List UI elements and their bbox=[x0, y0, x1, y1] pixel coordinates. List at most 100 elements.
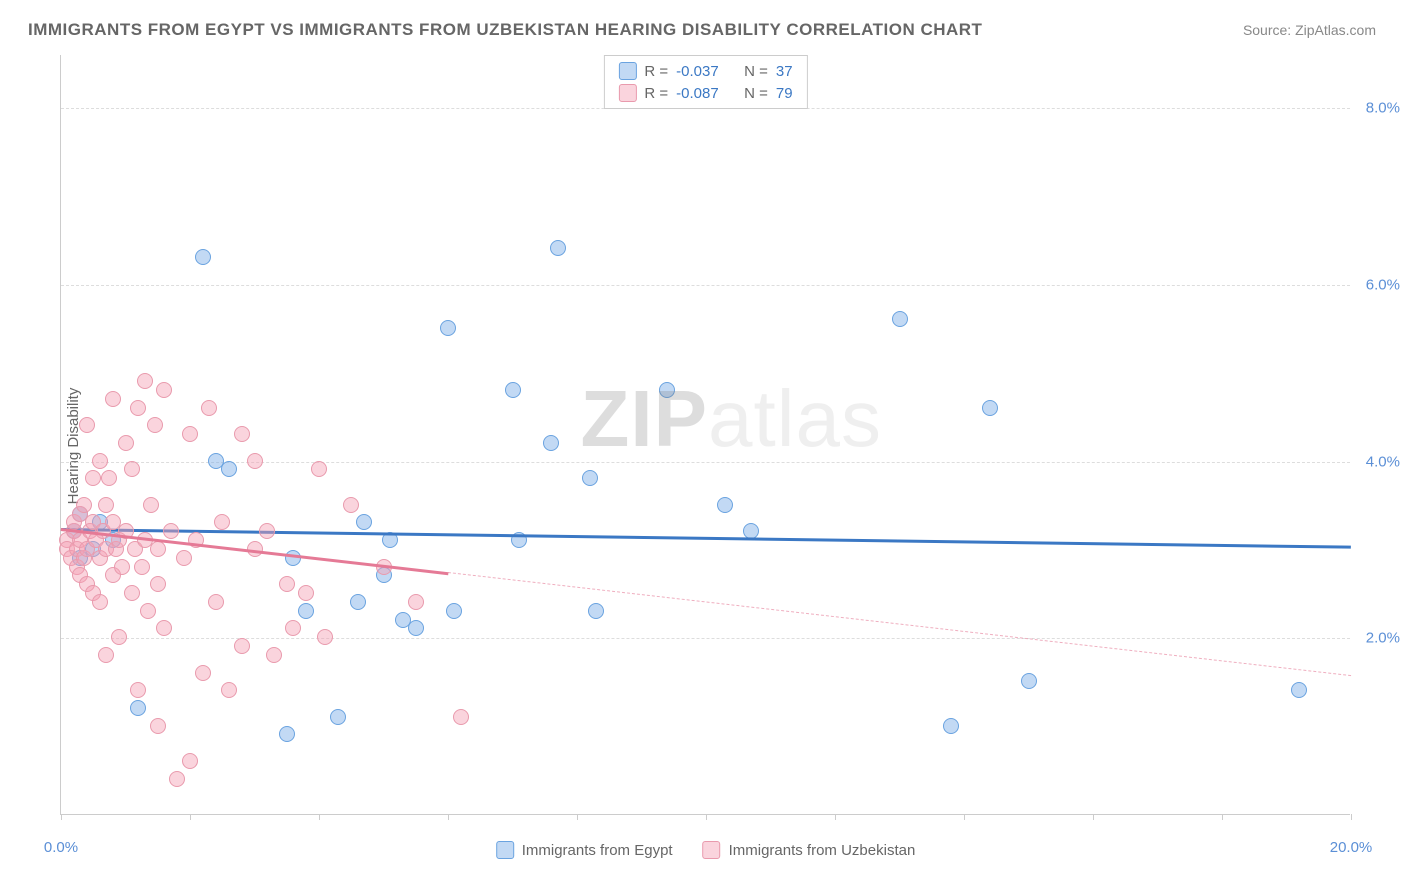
data-point-uzbekistan bbox=[150, 541, 166, 557]
data-point-uzbekistan bbox=[285, 620, 301, 636]
x-tick-mark bbox=[61, 814, 62, 820]
n-label: N = bbox=[744, 63, 768, 80]
data-point-egypt bbox=[356, 514, 372, 530]
data-point-egypt bbox=[717, 497, 733, 513]
data-point-egypt bbox=[130, 700, 146, 716]
data-point-egypt bbox=[330, 709, 346, 725]
data-point-egypt bbox=[350, 594, 366, 610]
data-point-egypt bbox=[1021, 673, 1037, 689]
legend-swatch-egypt bbox=[496, 841, 514, 859]
watermark: ZIPatlas bbox=[581, 373, 882, 465]
gridline-h bbox=[61, 638, 1350, 639]
data-point-uzbekistan bbox=[79, 417, 95, 433]
data-point-uzbekistan bbox=[259, 523, 275, 539]
data-point-egypt bbox=[1291, 682, 1307, 698]
regression-extension-uzbekistan bbox=[448, 572, 1351, 676]
x-tick-mark bbox=[1093, 814, 1094, 820]
data-point-uzbekistan bbox=[169, 771, 185, 787]
x-tick-label: 0.0% bbox=[44, 839, 78, 856]
data-point-uzbekistan bbox=[156, 620, 172, 636]
r-value-egypt: -0.037 bbox=[676, 63, 736, 80]
x-tick-mark bbox=[577, 814, 578, 820]
data-point-uzbekistan bbox=[130, 682, 146, 698]
data-point-uzbekistan bbox=[201, 400, 217, 416]
data-point-uzbekistan bbox=[247, 453, 263, 469]
data-point-egypt bbox=[279, 726, 295, 742]
data-point-egypt bbox=[408, 620, 424, 636]
data-point-egypt bbox=[982, 400, 998, 416]
legend-item-egypt: Immigrants from Egypt bbox=[496, 841, 673, 859]
data-point-uzbekistan bbox=[176, 550, 192, 566]
data-point-uzbekistan bbox=[105, 391, 121, 407]
n-value-uzbekistan: 79 bbox=[776, 85, 793, 102]
scatter-plot-area: ZIPatlas R = -0.037 N = 37 R = -0.087 N … bbox=[60, 55, 1350, 815]
watermark-rest: atlas bbox=[708, 374, 882, 463]
data-point-uzbekistan bbox=[101, 470, 117, 486]
source-link[interactable]: ZipAtlas.com bbox=[1295, 22, 1376, 38]
data-point-egypt bbox=[505, 382, 521, 398]
legend-swatch-uzbekistan bbox=[703, 841, 721, 859]
series-legend: Immigrants from Egypt Immigrants from Uz… bbox=[496, 841, 916, 859]
data-point-egypt bbox=[298, 603, 314, 619]
data-point-egypt bbox=[543, 435, 559, 451]
data-point-uzbekistan bbox=[234, 426, 250, 442]
gridline-h bbox=[61, 285, 1350, 286]
x-tick-mark bbox=[964, 814, 965, 820]
n-value-egypt: 37 bbox=[776, 63, 793, 80]
data-point-egypt bbox=[943, 718, 959, 734]
data-point-uzbekistan bbox=[150, 576, 166, 592]
data-point-uzbekistan bbox=[92, 453, 108, 469]
data-point-uzbekistan bbox=[221, 682, 237, 698]
x-tick-mark bbox=[1222, 814, 1223, 820]
r-value-uzbekistan: -0.087 bbox=[676, 85, 736, 102]
data-point-uzbekistan bbox=[130, 400, 146, 416]
r-label: R = bbox=[644, 63, 668, 80]
data-point-uzbekistan bbox=[182, 426, 198, 442]
data-point-uzbekistan bbox=[98, 497, 114, 513]
swatch-uzbekistan bbox=[618, 84, 636, 102]
source-attribution: Source: ZipAtlas.com bbox=[1243, 22, 1376, 38]
legend-label-egypt: Immigrants from Egypt bbox=[522, 842, 673, 859]
data-point-uzbekistan bbox=[118, 435, 134, 451]
data-point-uzbekistan bbox=[150, 718, 166, 734]
data-point-uzbekistan bbox=[298, 585, 314, 601]
data-point-uzbekistan bbox=[408, 594, 424, 610]
x-tick-mark bbox=[1351, 814, 1352, 820]
data-point-uzbekistan bbox=[147, 417, 163, 433]
data-point-egypt bbox=[582, 470, 598, 486]
data-point-uzbekistan bbox=[98, 647, 114, 663]
x-tick-mark bbox=[319, 814, 320, 820]
data-point-uzbekistan bbox=[156, 382, 172, 398]
data-point-uzbekistan bbox=[279, 576, 295, 592]
data-point-uzbekistan bbox=[137, 373, 153, 389]
data-point-uzbekistan bbox=[234, 638, 250, 654]
data-point-egypt bbox=[440, 320, 456, 336]
x-tick-mark bbox=[835, 814, 836, 820]
data-point-uzbekistan bbox=[208, 594, 224, 610]
data-point-uzbekistan bbox=[163, 523, 179, 539]
legend-item-uzbekistan: Immigrants from Uzbekistan bbox=[703, 841, 916, 859]
data-point-uzbekistan bbox=[124, 585, 140, 601]
y-tick-label: 2.0% bbox=[1366, 630, 1400, 647]
data-point-uzbekistan bbox=[453, 709, 469, 725]
data-point-uzbekistan bbox=[343, 497, 359, 513]
watermark-zip: ZIP bbox=[581, 374, 708, 463]
data-point-uzbekistan bbox=[143, 497, 159, 513]
data-point-uzbekistan bbox=[266, 647, 282, 663]
y-tick-label: 6.0% bbox=[1366, 276, 1400, 293]
data-point-egypt bbox=[659, 382, 675, 398]
n-label: N = bbox=[744, 85, 768, 102]
r-label: R = bbox=[644, 85, 668, 102]
stats-row-uzbekistan: R = -0.087 N = 79 bbox=[618, 82, 792, 104]
data-point-uzbekistan bbox=[124, 461, 140, 477]
data-point-egypt bbox=[195, 249, 211, 265]
data-point-uzbekistan bbox=[311, 461, 327, 477]
data-point-uzbekistan bbox=[111, 629, 127, 645]
legend-label-uzbekistan: Immigrants from Uzbekistan bbox=[729, 842, 916, 859]
data-point-uzbekistan bbox=[317, 629, 333, 645]
x-tick-mark bbox=[448, 814, 449, 820]
data-point-uzbekistan bbox=[85, 470, 101, 486]
stats-legend: R = -0.037 N = 37 R = -0.087 N = 79 bbox=[603, 55, 807, 109]
data-point-egypt bbox=[221, 461, 237, 477]
data-point-uzbekistan bbox=[134, 559, 150, 575]
